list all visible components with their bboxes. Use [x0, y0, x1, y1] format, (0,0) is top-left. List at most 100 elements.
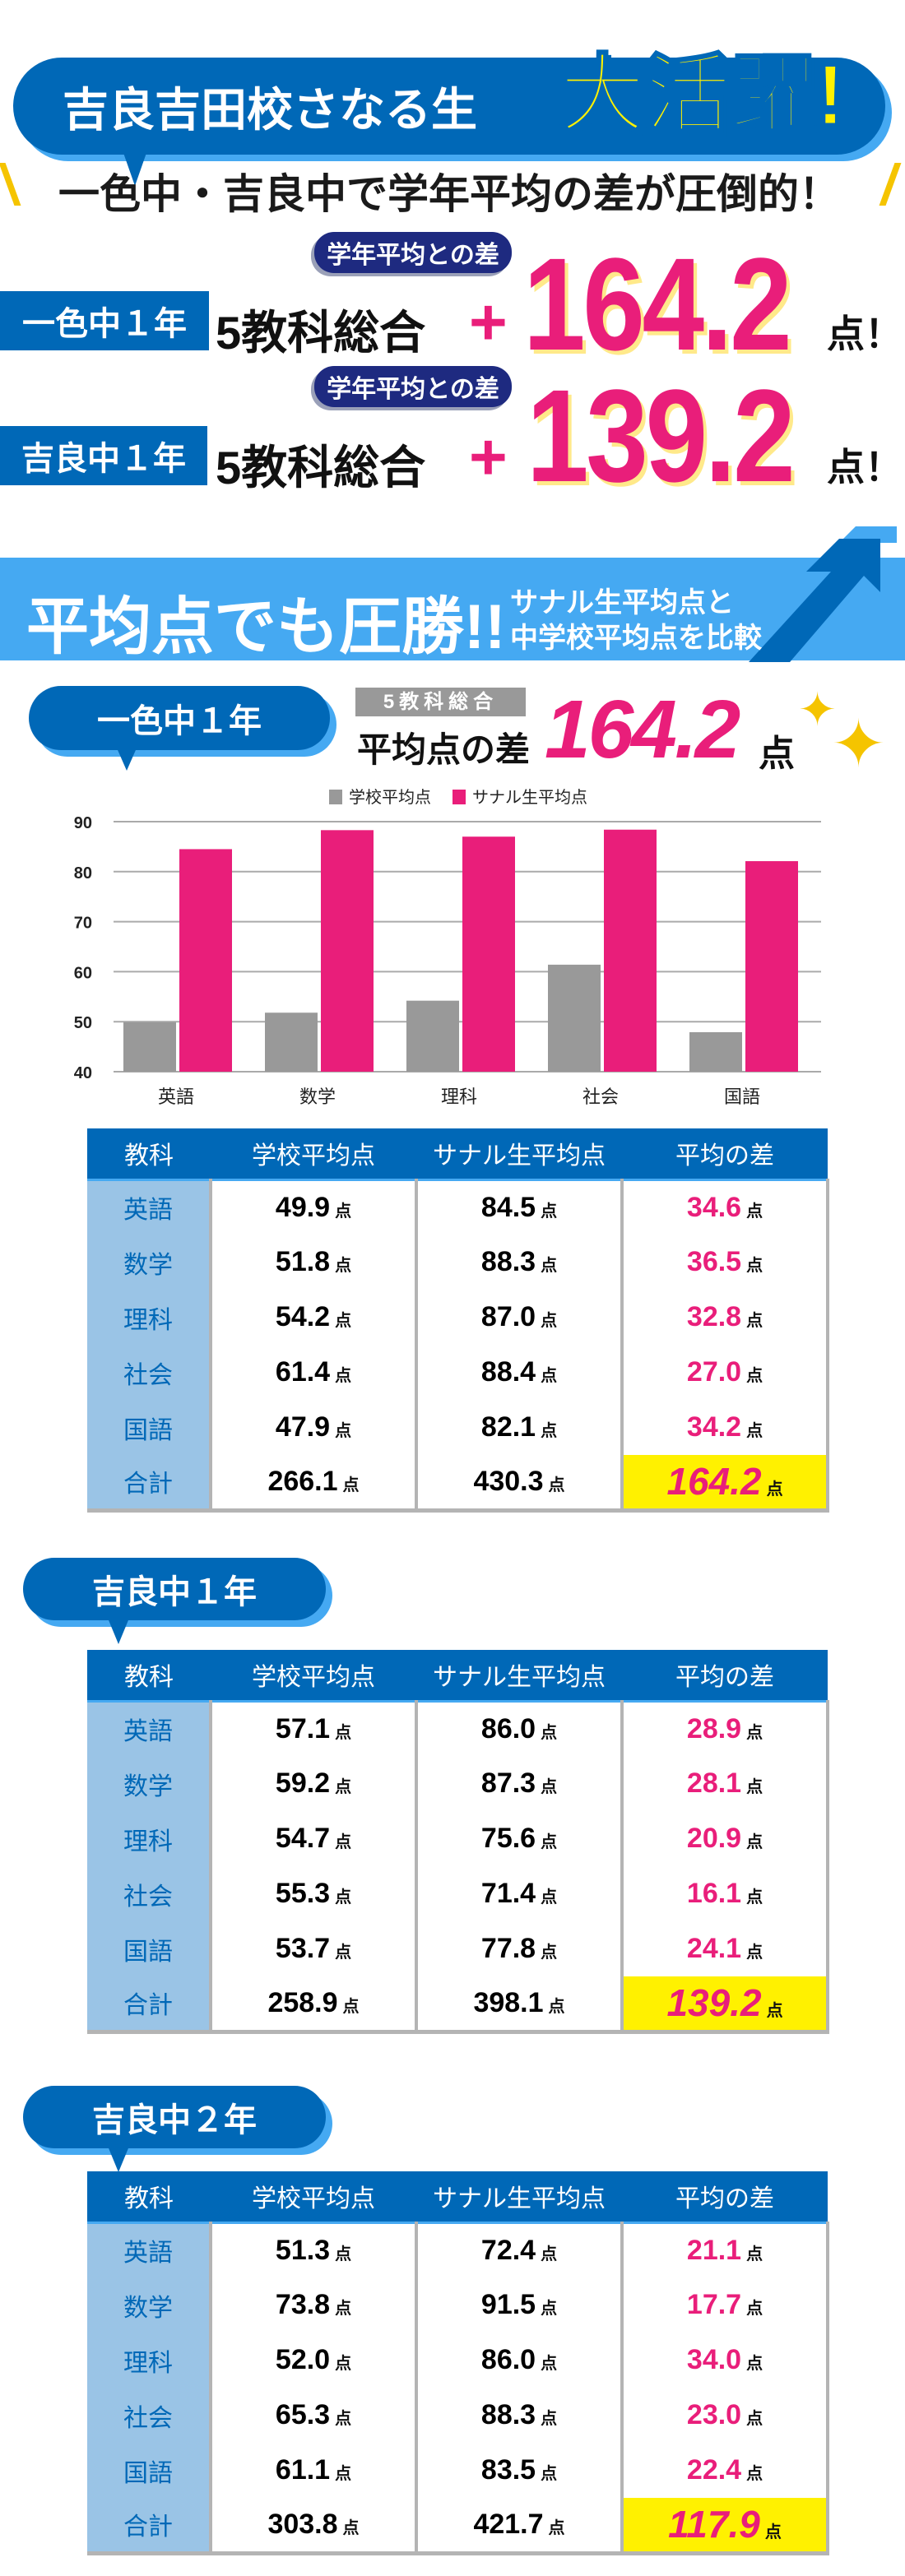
subject-total-label-1: 5教科総合: [216, 307, 426, 359]
score-unit: 点: [335, 2355, 352, 2373]
score-value: 34.6: [686, 1191, 742, 1223]
score-cell: 86.0 点: [415, 1701, 622, 1756]
score-unit: 点: [746, 1257, 763, 1275]
score-unit: 点: [335, 2245, 352, 2263]
score-value: 88.3: [480, 1246, 536, 1277]
score-value: 23.0: [686, 2399, 742, 2430]
score-cell: 54.7 点: [209, 1811, 416, 1866]
score-cell: 84.5 点: [415, 1179, 622, 1235]
subject-cell: 合計: [87, 2498, 211, 2555]
score-value: 57.1: [275, 1712, 331, 1744]
y-tick-label: 50: [74, 1014, 92, 1032]
score-cell: 87.3 点: [415, 1756, 622, 1811]
score-unit: 点: [335, 2300, 352, 2318]
score-cell: 421.7 点: [415, 2498, 622, 2555]
bar-sanaru: [321, 830, 374, 1072]
score-unit: 点: [746, 1778, 763, 1796]
score-value: 86.0: [480, 2344, 536, 2375]
table-row: 理科 54.2 点 87.0 点 32.8 点: [87, 1290, 829, 1345]
table-row: 理科 54.7 点 75.6 点 20.9 点: [87, 1811, 829, 1866]
score-value: 17.7: [686, 2289, 742, 2320]
score-value: 61.1: [275, 2454, 331, 2486]
score-unit: 点: [746, 2465, 763, 2483]
column-header: サナル生平均点: [416, 2171, 622, 2224]
score-cell: 55.3 点: [209, 1866, 416, 1921]
banner-title: 平均点でも圧勝!!: [26, 592, 506, 662]
score-value: 75.6: [480, 1823, 536, 1854]
score-table-3: 教科 学校平均点 サナル生平均点 平均の差 英語 51.3 点 72.4 点 21.1 点数学 73.…: [87, 2171, 829, 2555]
bar-chart: 40 50 60 70 80 90 英語 数学 理科 社会 国語 学校平均点 サナル生平均点: [74, 788, 821, 1107]
subject-cell: 英語: [87, 1179, 211, 1235]
score-value: 16.1: [686, 1878, 742, 1909]
score-value: 88.3: [480, 2399, 536, 2430]
arrow-up-right-icon: [749, 526, 897, 662]
subject-cell: 国語: [87, 1921, 211, 1976]
score-unit: 点: [541, 1888, 558, 1907]
score-unit: 点: [541, 1202, 558, 1221]
score-unit: 点: [541, 1422, 558, 1440]
table-row: 社会 61.4 点 88.4 点 27.0 点: [87, 1345, 829, 1400]
score-unit: 点: [541, 1257, 558, 1275]
score-cell: 28.9 点: [620, 1701, 829, 1756]
table-row: 社会 65.3 点 88.3 点 23.0 点: [87, 2388, 829, 2443]
score-cell: 75.6 点: [415, 1811, 622, 1866]
legend-label: サナル生平均点: [472, 788, 587, 807]
score-unit: 点: [746, 2410, 763, 2428]
subtitle-right-mark: [879, 163, 902, 206]
score-unit: 点: [335, 1257, 352, 1275]
score-value: 421.7: [473, 2508, 544, 2540]
score-value: 59.2: [275, 1768, 331, 1799]
score-cell: 28.1 点: [620, 1756, 829, 1811]
score-unit: 点: [548, 1476, 565, 1494]
column-header: 学校平均点: [211, 1128, 416, 1181]
score-value: 28.9: [686, 1712, 742, 1744]
table-header: 教科 学校平均点 サナル生平均点 平均の差: [87, 1128, 828, 1181]
score-cell: 164.2 点: [620, 1455, 829, 1513]
score-value: 82.1: [480, 1411, 536, 1443]
table-row: 英語 49.9 点 84.5 点 34.6 点: [87, 1179, 829, 1235]
table-row: 国語 61.1 点 83.5 点 22.4 点: [87, 2443, 829, 2498]
subject-cell: 国語: [87, 2443, 211, 2498]
column-header: サナル生平均点: [416, 1650, 622, 1703]
score-cell: 32.8 点: [620, 1290, 829, 1345]
subject-cell: 数学: [87, 1235, 211, 1290]
score-cell: 83.5 点: [415, 2443, 622, 2498]
column-header: 平均の差: [622, 2171, 828, 2224]
section-3-tail: [107, 2144, 130, 2172]
score-value: 77.8: [480, 1933, 536, 1964]
score-cell: 72.4 点: [415, 2222, 622, 2277]
score-cell: 59.2 点: [209, 1756, 416, 1811]
score-value: 36.5: [686, 1246, 742, 1277]
legend-swatch: [452, 790, 466, 804]
score-cell: 16.1 点: [620, 1866, 829, 1921]
sparkle-icon: ✦: [798, 683, 837, 735]
subject-cell: 合計: [87, 1976, 211, 2034]
score-cell: 73.8 点: [209, 2277, 416, 2333]
score-value: 72.4: [480, 2234, 536, 2266]
diff-value-2: 139.2: [527, 362, 796, 509]
score-unit: 点: [541, 1312, 558, 1330]
subject-total-label-2: 5教科総合: [216, 442, 426, 493]
score-value: 32.8: [686, 1301, 742, 1332]
subject-cell: 数学: [87, 2277, 211, 2333]
score-unit: 点: [746, 1833, 763, 1851]
bar-school: [265, 1012, 318, 1072]
score-value: 28.1: [686, 1768, 742, 1799]
score-cell: 53.7 点: [209, 1921, 416, 1976]
score-value: 54.7: [275, 1823, 331, 1854]
score-value: 164.2: [666, 1460, 762, 1503]
subject-cell: 合計: [87, 1455, 211, 1513]
score-unit: 点: [541, 2245, 558, 2263]
score-cell: 22.4 点: [620, 2443, 829, 2498]
table-row: 理科 52.0 点 86.0 点 34.0 点: [87, 2333, 829, 2388]
bar-sanaru: [462, 836, 515, 1072]
column-header: 学校平均点: [211, 1650, 416, 1703]
score-value: 21.1: [686, 2234, 742, 2266]
section-2-bubble: 吉良中１年: [23, 1558, 326, 1620]
score-unit: 点: [541, 2300, 558, 2318]
score-unit: 点: [764, 2523, 782, 2542]
score-cell: 82.1 点: [415, 1400, 622, 1455]
score-cell: 34.2 点: [620, 1400, 829, 1455]
score-cell: 65.3 点: [209, 2388, 416, 2443]
score-cell: 430.3 点: [415, 1455, 622, 1513]
